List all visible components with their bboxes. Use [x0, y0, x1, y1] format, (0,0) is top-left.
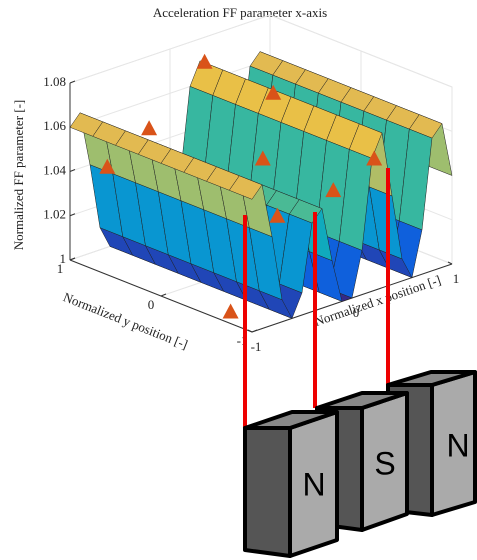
y-tick-label: 0: [148, 297, 155, 312]
data-point: [141, 120, 157, 135]
magnet-label: N: [302, 466, 325, 502]
z-tick-label: 1.08: [43, 74, 66, 89]
z-tick-label: 1.04: [43, 162, 66, 177]
magnet-label: S: [374, 445, 395, 481]
chart: Acceleration FF parameter x-axis Normali…: [0, 0, 477, 560]
data-point: [223, 304, 239, 319]
magnet-label: N: [446, 427, 469, 463]
y-tick-label: 1: [57, 261, 64, 276]
x-tick-label: 1: [453, 271, 460, 286]
page: Acceleration FF parameter x-axis Normali…: [0, 0, 477, 560]
x-tick-label: 0: [353, 305, 360, 320]
magnet-side: [245, 428, 290, 556]
x-tick-label: -1: [251, 339, 262, 354]
y-axis-label: Normalized y position [-]: [61, 289, 190, 352]
plot-area: 11.021.041.061.08-101-101: [43, 15, 459, 354]
z-tick-label: 1.02: [43, 207, 66, 222]
z-axis-label: Normalized FF parameter [-]: [11, 100, 26, 251]
z-tick-label: 1.06: [43, 118, 66, 133]
magnet: N: [245, 412, 337, 556]
chart-title: Acceleration FF parameter x-axis: [153, 5, 327, 20]
data-point: [197, 54, 213, 69]
